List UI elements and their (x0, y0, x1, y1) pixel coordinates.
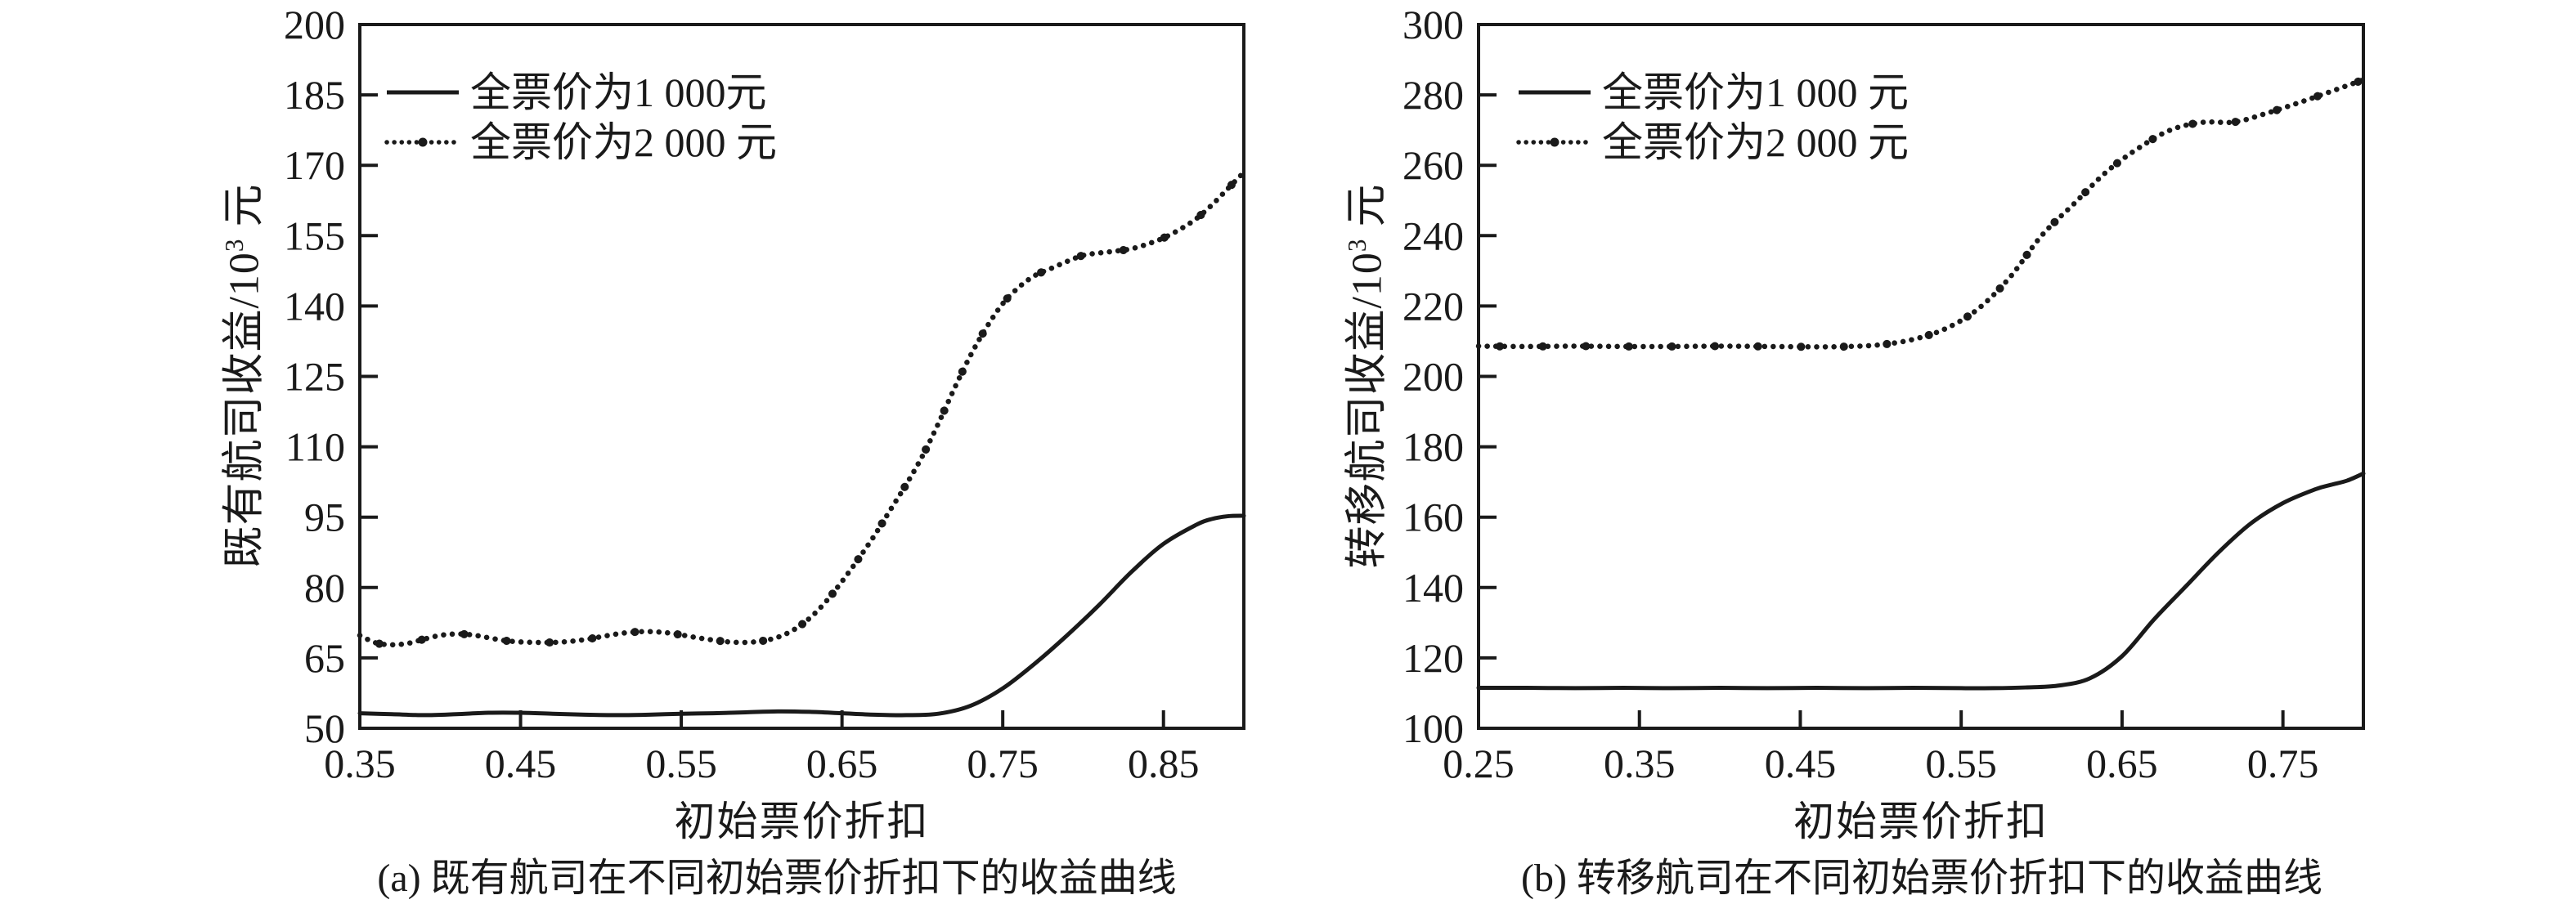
x-tick-label-b: 0.25 (1443, 741, 1515, 786)
y-axis-title-b-text: 转移航司收益/10 (1344, 252, 1391, 569)
series-line-solid-a (357, 513, 1246, 718)
y-tick-label-a: 170 (284, 142, 345, 188)
series-line-dotted-a (357, 169, 1247, 648)
y-tick-label-b: 100 (1402, 705, 1464, 751)
x-tick-label-a: 0.75 (967, 741, 1039, 786)
y-tick-label-a: 95 (304, 495, 345, 540)
y-tick-label-b: 200 (1402, 354, 1464, 400)
caption-a: (a) 既有航司在不同初始票价折扣下的收益曲线 (377, 857, 1177, 900)
y-tick-label-b: 280 (1402, 72, 1464, 118)
x-tick-label-b: 0.65 (2086, 741, 2158, 786)
y-axis-title-a: 既有航司收益/103 元 (209, 183, 271, 568)
x-axis-title-a: 初始票价折扣 (674, 799, 930, 844)
caption-b: (b) 转移航司在不同初始票价折扣下的收益曲线 (1521, 857, 2322, 900)
x-tick-label-b: 0.75 (2247, 741, 2319, 786)
x-tick-label-a: 0.65 (806, 741, 878, 786)
series-line-dotted-markers-a (356, 168, 1248, 649)
y-tick-label-a: 155 (284, 213, 345, 258)
y-tick-label-b: 300 (1402, 2, 1464, 47)
y-tick-label-b: 140 (1402, 565, 1464, 611)
y-axis-title-a-text: 既有航司收益/10 (221, 252, 268, 569)
y-tick-label-b: 240 (1402, 213, 1464, 258)
y-axis-title-b: 转移航司收益/103 元 (1332, 183, 1393, 568)
legend-swatch-dot-a (418, 137, 428, 147)
x-tick-label-a: 0.35 (324, 741, 396, 786)
legend-swatch-dot-b (1550, 137, 1560, 147)
x-tick-label-a: 0.85 (1128, 741, 1200, 786)
y-tick-label-a: 80 (304, 565, 345, 611)
x-tick-label-b: 0.55 (1925, 741, 1997, 786)
y-tick-label-a: 50 (304, 705, 345, 751)
x-tick-label-a: 0.45 (485, 741, 557, 786)
legend-label-a: 全票价为2 000 元 (470, 119, 777, 165)
x-tick-label-a: 0.55 (645, 741, 717, 786)
legend-label-b: 全票价为2 000 元 (1602, 119, 1909, 165)
x-tick-label-b: 0.45 (1765, 741, 1837, 786)
y-axis-title-a-unit: 元 (221, 183, 268, 239)
y-tick-label-a: 110 (285, 424, 345, 470)
y-tick-label-a: 125 (284, 354, 345, 400)
x-axis-title-b: 初始票价折扣 (1793, 799, 2049, 844)
y-tick-label-a: 185 (284, 72, 345, 118)
y-tick-label-b: 160 (1402, 495, 1464, 540)
x-tick-label-b: 0.35 (1604, 741, 1676, 786)
y-tick-label-b: 260 (1402, 142, 1464, 188)
y-axis-title-b-exponent: 3 (1343, 238, 1372, 253)
chart-a: 0.35 0.45 0.55 0.65 0.75 0.85 50 65 80 95 110 125 14… (284, 2, 1248, 786)
y-tick-label-b: 120 (1402, 635, 1464, 681)
y-tick-label-a: 140 (284, 283, 345, 329)
y-axis-title-a-exponent: 3 (220, 238, 249, 253)
y-tick-label-a: 65 (304, 635, 345, 681)
y-tick-label-a: 200 (284, 2, 345, 47)
y-tick-label-b: 220 (1402, 283, 1464, 329)
series-line-dotted-markers-b (1474, 75, 2367, 351)
legend-label-a: 全票价为1 000元 (470, 69, 767, 115)
y-axis-title-b-unit: 元 (1344, 183, 1391, 239)
legend-label-b: 全票价为1 000 元 (1602, 69, 1909, 115)
series-line-solid-b (1476, 471, 2366, 691)
chart-b: 0.25 0.35 0.45 0.55 0.65 0.75 100 120 140 160 180 2… (1402, 2, 2367, 786)
y-tick-label-b: 180 (1402, 424, 1464, 470)
